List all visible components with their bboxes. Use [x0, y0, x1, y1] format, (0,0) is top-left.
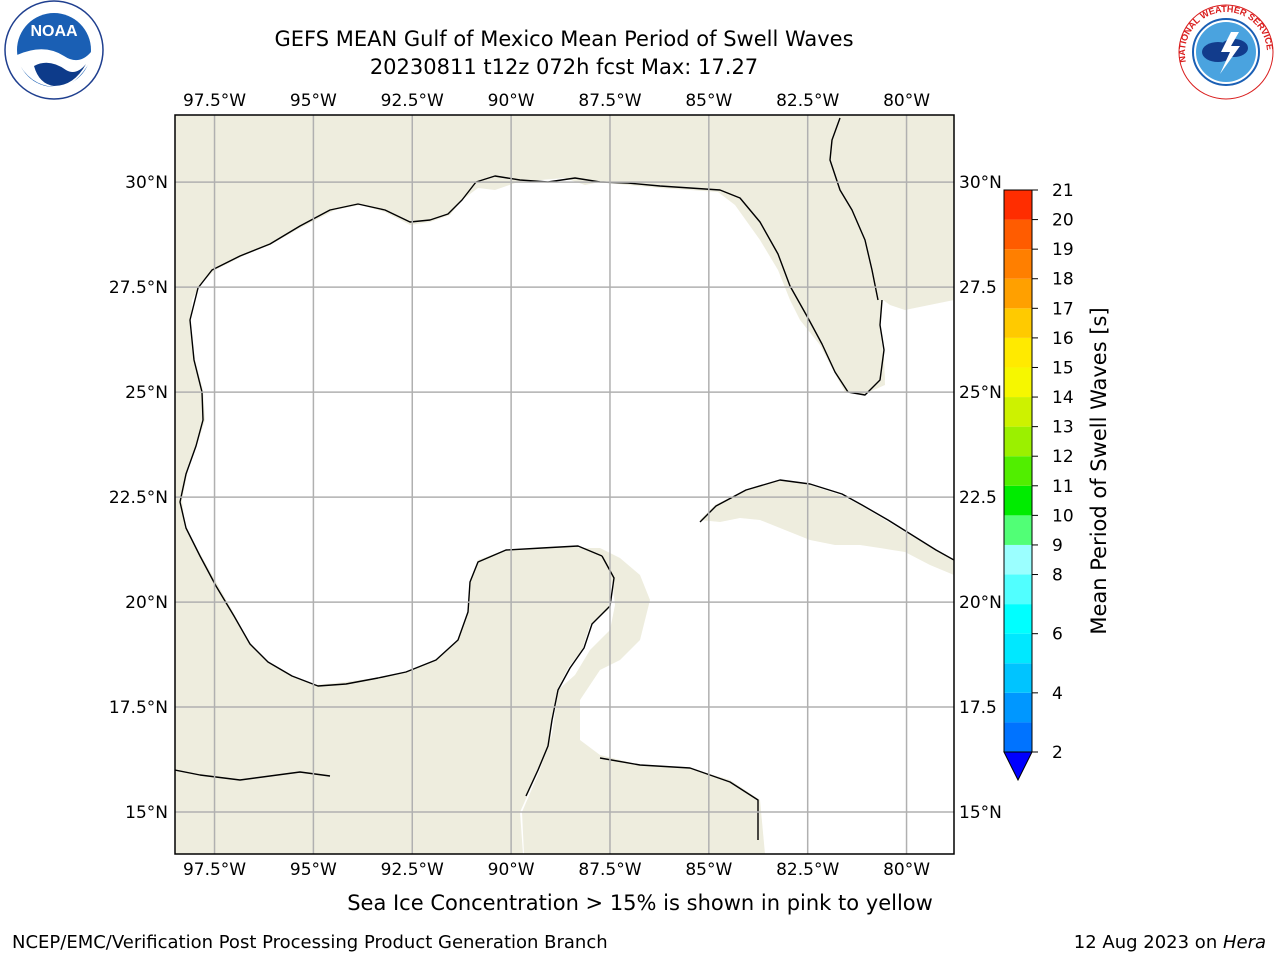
- colorbar-tick-label: 8: [1052, 566, 1063, 586]
- x-tick-label-top: 97.5°W: [183, 91, 246, 111]
- y-tick-label-left: 22.5°N: [109, 488, 168, 508]
- colorbar-tick-label: 16: [1052, 329, 1074, 349]
- noaa-logo-text: NOAA: [30, 23, 78, 40]
- footer-machine: Hera: [1222, 932, 1266, 953]
- colorbar-tick-label: 18: [1052, 270, 1074, 290]
- land-area-1: [522, 548, 765, 854]
- colorbar-segment-11: [1004, 456, 1032, 486]
- colorbar-segment-8: [1004, 544, 1032, 575]
- colorbar-tick-label: 12: [1052, 447, 1074, 467]
- x-tick-label-top: 95°W: [290, 91, 337, 111]
- y-tick-label-left: 27.5°N: [109, 278, 168, 298]
- x-tick-label-bottom: 80°W: [883, 860, 930, 880]
- colorbar-extend-arrow: [1003, 751, 1033, 782]
- colorbar-segment-18: [1004, 249, 1032, 279]
- x-tick-label-top: 90°W: [488, 91, 535, 111]
- colorbar-tick-label: 11: [1052, 477, 1074, 497]
- chart-title: GEFS MEAN Gulf of Mexico Mean Period of …: [274, 27, 854, 51]
- colorbar-tick-label: 14: [1052, 388, 1074, 408]
- colorbar-tick-label: 13: [1052, 418, 1074, 438]
- x-tick-label-bottom: 95°W: [290, 860, 337, 880]
- x-tick-label-bottom: 87.5°W: [578, 860, 641, 880]
- colorbar-segment-7: [1004, 574, 1032, 605]
- colorbar-segment-6: [1004, 604, 1032, 634]
- x-tick-label-bottom: 90°W: [488, 860, 535, 880]
- y-tick-label-left: 17.5°N: [109, 698, 168, 718]
- y-tick-label-left: 15°N: [125, 803, 168, 823]
- colorbar-tick-label: 9: [1052, 536, 1063, 556]
- colorbar-segment-12: [1004, 426, 1032, 457]
- x-tick-label-top: 80°W: [883, 91, 930, 111]
- colorbar-segment-3: [1004, 692, 1032, 723]
- colorbar-segment-10: [1004, 485, 1032, 516]
- coastline-1: [179, 181, 603, 687]
- colorbar-tick-label: 19: [1052, 240, 1074, 260]
- x-tick-label-bottom: 85°W: [685, 860, 732, 880]
- colorbar-tick-label: 4: [1052, 684, 1063, 704]
- y-tick-label-right: 30°N: [959, 173, 1002, 193]
- y-tick-label-right: 20°N: [959, 593, 1002, 613]
- colorbar-tick-label: 6: [1052, 625, 1063, 645]
- land-area-3: [740, 115, 954, 395]
- y-tick-label-right: 25°N: [959, 383, 1002, 403]
- colorbar-tick-label: 17: [1052, 299, 1074, 319]
- colorbar-segment-9: [1004, 515, 1032, 545]
- x-tick-label-top: 82.5°W: [776, 91, 839, 111]
- colorbar-label: Mean Period of Swell Waves [s]: [1087, 307, 1111, 634]
- colorbar-segment-19: [1004, 219, 1032, 250]
- y-tick-label-left: 25°N: [125, 383, 168, 403]
- colorbar-segment-15: [1004, 337, 1032, 368]
- x-tick-label-top: 92.5°W: [381, 91, 444, 111]
- coastline-2: [525, 555, 615, 797]
- colorbar-segment-16: [1004, 308, 1032, 338]
- colorbar-tick-label: 20: [1052, 211, 1074, 231]
- colorbar-segment-14: [1004, 367, 1032, 398]
- colorbar-tick-label: 10: [1052, 506, 1074, 526]
- colorbar-segment-4: [1004, 663, 1032, 693]
- land-area-2: [700, 480, 954, 575]
- chart-subtitle: 20230811 t12z 072h fcst Max: 17.27: [369, 55, 759, 79]
- coastline-4: [699, 479, 954, 561]
- y-tick-label-right: 17.5: [959, 698, 997, 718]
- sea-ice-caption: Sea Ice Concentration > 15% is shown in …: [347, 891, 933, 915]
- nws-logo: NATIONAL WEATHER SERVICE: [1177, 4, 1275, 100]
- colorbar-segment-20: [1004, 190, 1032, 220]
- coastline-6: [175, 769, 331, 781]
- x-tick-label-top: 87.5°W: [578, 91, 641, 111]
- y-tick-label-right: 22.5: [959, 488, 997, 508]
- footer-date-text: 12 Aug 2023 on: [1073, 932, 1223, 953]
- colorbar-tick-label: 15: [1052, 358, 1074, 378]
- x-tick-label-top: 85°W: [685, 91, 732, 111]
- colorbar-frame: [1003, 189, 1033, 753]
- y-tick-label-left: 30°N: [125, 173, 168, 193]
- colorbar-segment-2: [1004, 722, 1032, 752]
- colorbar-segment-5: [1004, 633, 1032, 664]
- colorbar-segment-13: [1004, 397, 1032, 427]
- map-frame: [174, 114, 955, 855]
- noaa-logo: NOAA: [4, 0, 104, 100]
- y-tick-label-left: 20°N: [125, 593, 168, 613]
- colorbar-tick-label: 2: [1052, 743, 1063, 763]
- colorbar-segment-17: [1004, 278, 1032, 309]
- x-tick-label-bottom: 97.5°W: [183, 860, 246, 880]
- y-tick-label-right: 27.5: [959, 278, 997, 298]
- footer-credit: NCEP/EMC/Verification Post Processing Pr…: [12, 932, 608, 953]
- x-tick-label-bottom: 82.5°W: [776, 860, 839, 880]
- y-tick-label-right: 15°N: [959, 803, 1002, 823]
- footer-date: 12 Aug 2023 on Hera: [1074, 932, 1266, 953]
- x-tick-label-bottom: 92.5°W: [381, 860, 444, 880]
- coastline-0: [475, 175, 885, 396]
- colorbar-tick-label: 21: [1052, 181, 1074, 201]
- coastline-3: [599, 757, 759, 840]
- coastline-5: [829, 117, 879, 301]
